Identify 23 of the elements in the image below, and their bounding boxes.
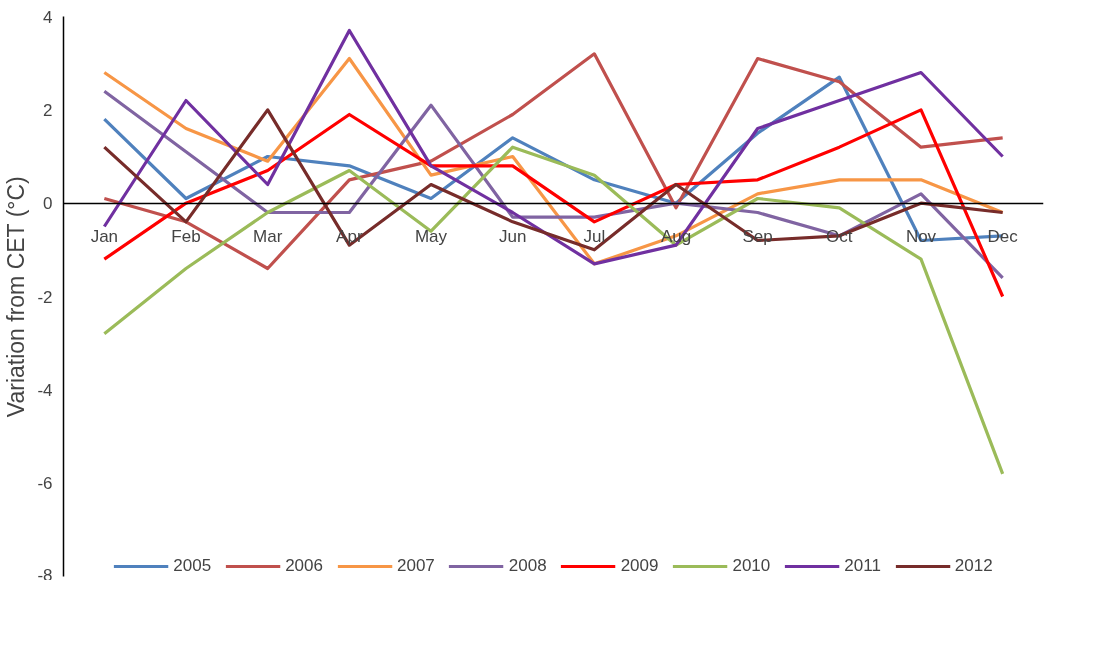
x-tick-label: May <box>414 227 448 247</box>
y-tick-label: -8 <box>37 565 53 585</box>
y-tick-label: 2 <box>43 100 53 120</box>
legend-label: 2006 <box>285 556 323 576</box>
legend-label: 2011 <box>844 556 881 576</box>
y-tick-label: -2 <box>37 287 53 307</box>
y-tick-label: -4 <box>37 380 53 400</box>
x-tick-label: Feb <box>171 227 201 247</box>
x-tick-label: Jul <box>583 227 606 247</box>
legend-label: 2007 <box>396 556 435 576</box>
y-tick-label: 4 <box>43 7 53 27</box>
legend-label: 2010 <box>732 556 771 576</box>
legend-label: 2005 <box>173 556 212 576</box>
x-tick-label: Mar <box>253 227 283 247</box>
legend-label: 2008 <box>508 556 547 576</box>
x-tick-label: Dec <box>987 227 1019 247</box>
y-tick-label: -6 <box>37 474 53 494</box>
x-tick-label: Jun <box>498 227 527 247</box>
y-axis-title: Variation from CET (°C) <box>3 176 30 418</box>
y-tick-label: 0 <box>43 194 53 214</box>
legend-label: 2012 <box>954 556 993 576</box>
legend-label: 2009 <box>620 556 659 576</box>
x-tick-label: Jan <box>90 227 119 247</box>
